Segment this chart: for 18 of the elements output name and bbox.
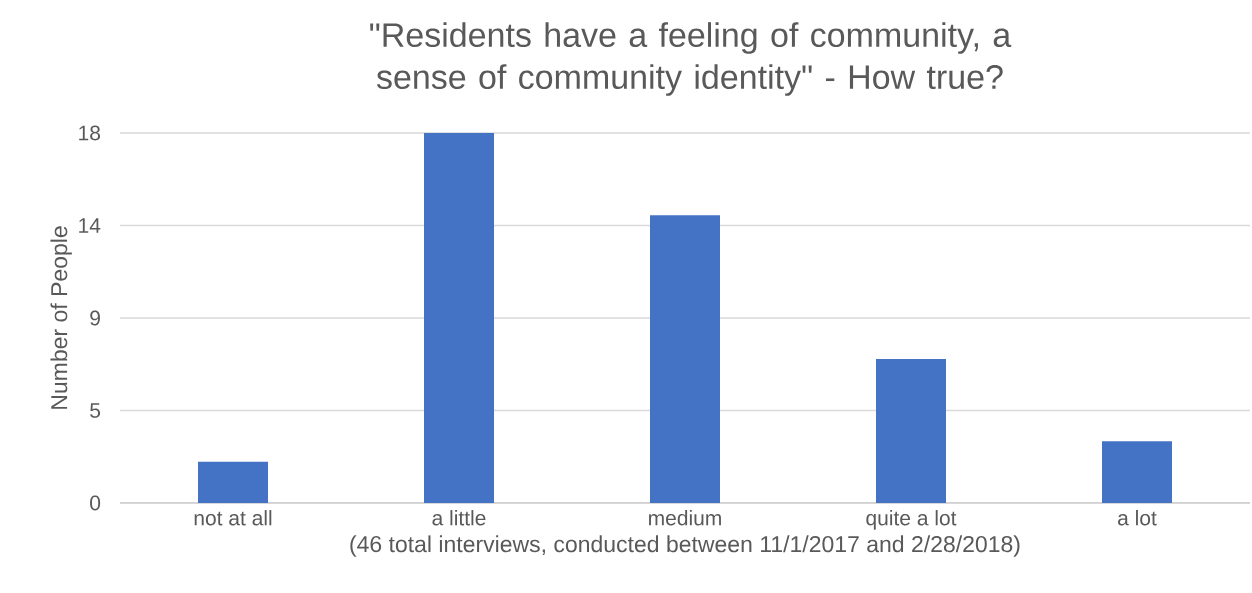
y-tick-label: 18 — [79, 125, 101, 141]
y-tick-label: 9 — [90, 310, 100, 326]
bar — [424, 132, 495, 503]
x-tick-label: a lot — [1118, 510, 1157, 526]
chart-title: "Residents have a feeling of community, a sense of community identity" - How true? — [370, 22, 1012, 96]
y-tick-label: 5 — [90, 403, 101, 418]
x-tick-label: quite a lot — [866, 510, 957, 530]
y-tick-label: 0 — [90, 495, 101, 511]
bar — [1101, 441, 1172, 503]
x-tick-label: medium — [649, 510, 721, 526]
x-tick-label: not at all — [194, 510, 272, 526]
x-tick-label: a little — [432, 510, 486, 526]
y-axis-title: Number of People — [50, 226, 72, 409]
bar — [876, 359, 946, 503]
bar — [198, 461, 269, 503]
x-axis-title: (46 total interviews, conducted between 11/1/2017 and 2/28/2018) — [350, 535, 1020, 557]
y-tick-label: 14 — [79, 218, 101, 233]
bar — [650, 215, 720, 503]
